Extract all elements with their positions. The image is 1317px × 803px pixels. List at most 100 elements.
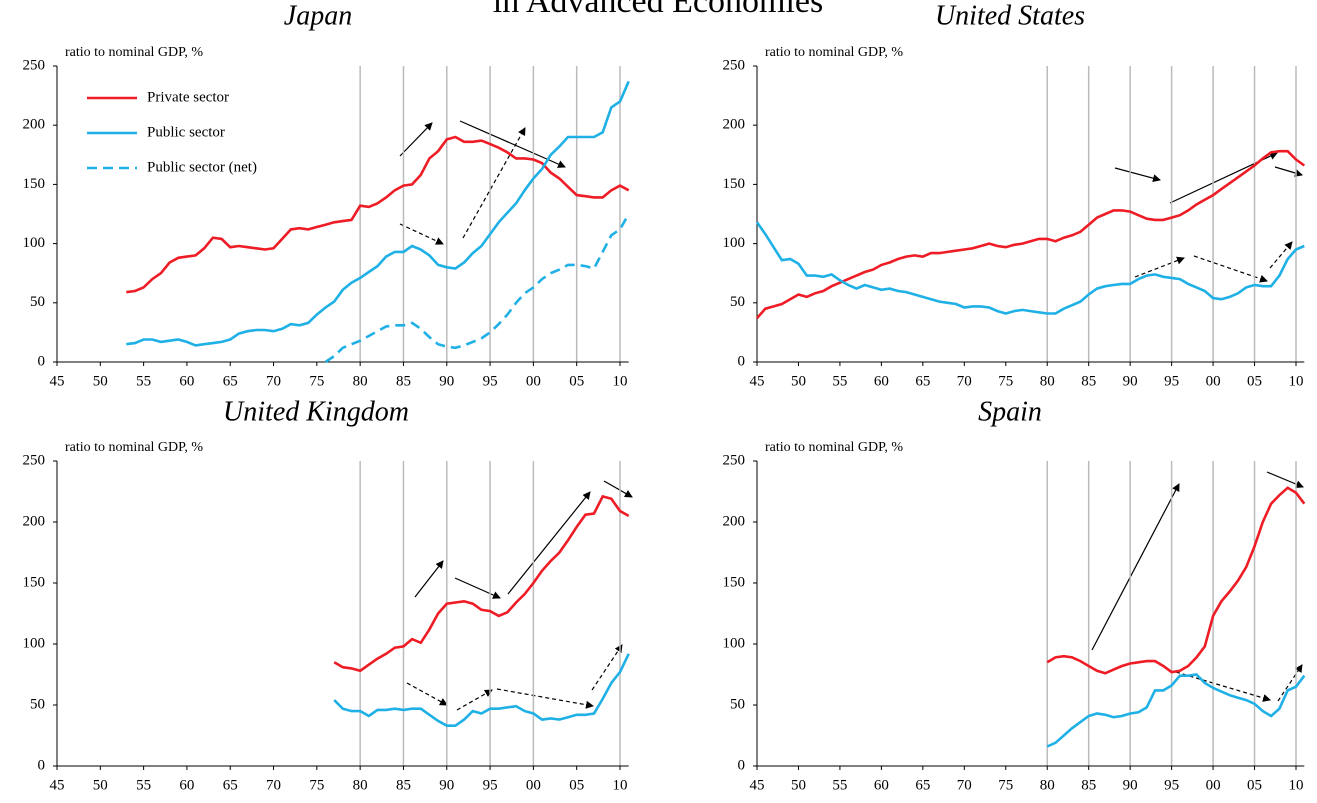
x-tick-label: 55 [832, 373, 847, 389]
x-tick-label: 00 [526, 777, 541, 793]
series-line [755, 221, 1305, 315]
series-line [324, 213, 630, 364]
x-tick-label: 10 [1289, 777, 1304, 793]
y-tick-label: 200 [723, 513, 746, 529]
x-tick-label: 70 [266, 373, 281, 389]
y-tick-label: 50 [730, 696, 745, 712]
annotation-arrows [399, 120, 1304, 711]
x-tick-label: 75 [309, 373, 324, 389]
x-tick-label: 65 [223, 777, 238, 793]
x-tick-label: 10 [613, 373, 628, 389]
series-line [333, 653, 630, 727]
x-tick-label: 00 [1206, 373, 1221, 389]
x-tick-label: 95 [483, 777, 498, 793]
x-tick-label: 55 [136, 373, 151, 389]
legend-label: Public sector [147, 124, 225, 140]
y-tick-label: 200 [23, 117, 46, 133]
x-tick-label: 45 [750, 373, 765, 389]
series-line [1046, 486, 1306, 675]
y-tick-label: 0 [738, 353, 746, 369]
x-tick-label: 05 [569, 777, 584, 793]
y-axis-label: ratio to nominal GDP, % [65, 45, 203, 60]
x-tick-label: 60 [179, 777, 194, 793]
series-line [333, 494, 630, 673]
x-tick-label: 60 [874, 373, 889, 389]
y-tick-label: 250 [23, 57, 46, 73]
x-tick-label: 50 [93, 777, 108, 793]
y-tick-label: 150 [723, 176, 746, 192]
x-tick-label: 60 [179, 373, 194, 389]
x-tick-label: 75 [998, 777, 1013, 793]
x-tick-label: 95 [1164, 373, 1179, 389]
x-tick-label: 65 [223, 373, 238, 389]
panel-title: Japan [284, 0, 352, 31]
x-tick-label: 85 [396, 373, 411, 389]
x-tick-label: 60 [874, 777, 889, 793]
x-tick-label: 85 [396, 777, 411, 793]
y-tick-label: 150 [23, 574, 46, 590]
x-tick-label: 05 [569, 373, 584, 389]
y-tick-label: 0 [38, 353, 46, 369]
y-tick-label: 100 [723, 635, 746, 651]
x-tick-label: 00 [1206, 777, 1221, 793]
y-tick-label: 200 [23, 513, 46, 529]
x-tick-label: 75 [309, 777, 324, 793]
legend-label: Private sector [147, 89, 229, 105]
y-tick-label: 150 [23, 176, 46, 192]
y-tick-label: 250 [723, 57, 746, 73]
x-tick-label: 55 [832, 777, 847, 793]
panel-title: Spain [978, 396, 1042, 427]
x-tick-label: 05 [1247, 777, 1262, 793]
y-tick-label: 0 [738, 757, 746, 773]
x-tick-label: 85 [1081, 777, 1096, 793]
x-tick-label: 65 [915, 373, 930, 389]
main-title: in Advanced Economies [493, 0, 823, 20]
x-tick-label: 75 [998, 373, 1013, 389]
panel-title: United Kingdom [223, 396, 409, 427]
x-tick-label: 90 [439, 373, 454, 389]
x-tick-label: 90 [1123, 777, 1138, 793]
x-tick-label: 95 [1164, 777, 1179, 793]
x-tick-label: 10 [1289, 373, 1304, 389]
x-tick-label: 45 [50, 777, 65, 793]
x-tick-label: 85 [1081, 373, 1096, 389]
y-tick-label: 0 [38, 757, 46, 773]
x-tick-label: 80 [1040, 777, 1055, 793]
y-tick-label: 150 [723, 574, 746, 590]
x-tick-label: 50 [791, 373, 806, 389]
x-tick-label: 10 [613, 777, 628, 793]
series-line [1046, 673, 1306, 748]
x-tick-label: 70 [266, 777, 281, 793]
x-tick-label: 00 [526, 373, 541, 389]
x-tick-label: 65 [915, 777, 930, 793]
x-tick-label: 80 [353, 373, 368, 389]
x-tick-label: 45 [50, 373, 65, 389]
series-line [756, 149, 1306, 320]
y-tick-label: 250 [723, 452, 746, 468]
x-tick-label: 50 [93, 373, 108, 389]
x-tick-label: 45 [750, 777, 765, 793]
y-tick-label: 100 [723, 235, 746, 251]
x-tick-label: 05 [1247, 373, 1262, 389]
x-tick-label: 90 [439, 777, 454, 793]
x-tick-label: 80 [1040, 373, 1055, 389]
y-axis-label: ratio to nominal GDP, % [65, 440, 203, 455]
x-tick-label: 55 [136, 777, 151, 793]
x-tick-label: 70 [957, 373, 972, 389]
y-tick-label: 250 [23, 452, 46, 468]
x-tick-label: 95 [483, 373, 498, 389]
y-tick-label: 50 [730, 294, 745, 310]
y-tick-label: 100 [23, 235, 46, 251]
y-tick-label: 100 [23, 635, 46, 651]
x-tick-label: 50 [791, 777, 806, 793]
y-axis-label: ratio to nominal GDP, % [765, 45, 903, 60]
series-line [126, 80, 630, 347]
y-tick-label: 50 [30, 696, 45, 712]
panel-title: United States [935, 0, 1085, 31]
x-tick-label: 70 [957, 777, 972, 793]
y-tick-label: 200 [723, 117, 746, 133]
y-axis-label: ratio to nominal GDP, % [765, 440, 903, 455]
y-tick-label: 50 [30, 294, 45, 310]
x-tick-label: 80 [353, 777, 368, 793]
